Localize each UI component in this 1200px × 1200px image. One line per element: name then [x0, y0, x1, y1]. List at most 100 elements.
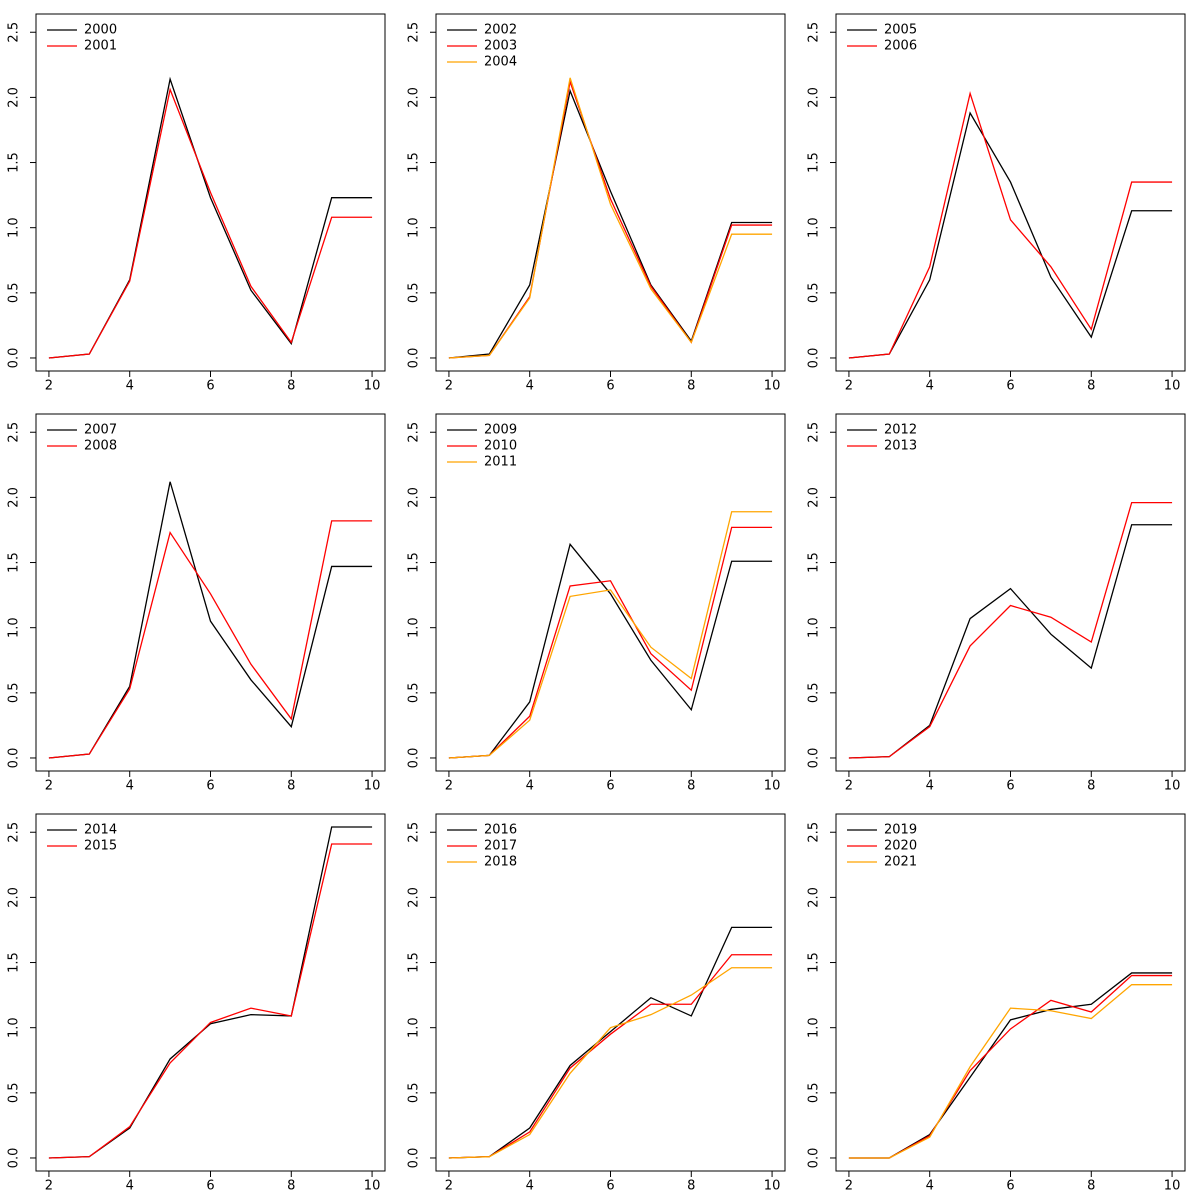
- legend-label: 2016: [484, 823, 517, 838]
- y-tick-label: 1.0: [807, 217, 822, 238]
- x-tick-label: 10: [1164, 379, 1181, 394]
- x-tick-label: 10: [764, 1179, 781, 1194]
- legend-label: 2012: [884, 423, 917, 438]
- x-tick-label: 8: [687, 1179, 695, 1194]
- x-tick-label: 8: [1087, 1179, 1095, 1194]
- series-line: [48, 76, 373, 359]
- x-tick-label: 8: [287, 379, 295, 394]
- x-tick-label: 8: [287, 779, 295, 794]
- y-tick-label: 2.0: [807, 487, 822, 508]
- series-line: [448, 542, 773, 759]
- y-tick-label: 1.5: [407, 152, 422, 173]
- y-tick-label: 2.5: [7, 422, 22, 443]
- legend-label: 2008: [84, 439, 117, 454]
- y-tick-label: 2.5: [7, 22, 22, 43]
- legend-label: 2010: [484, 439, 517, 454]
- legend-label: 2014: [84, 823, 117, 838]
- y-tick-label: 2.0: [807, 887, 822, 908]
- x-tick-label: 6: [206, 779, 214, 794]
- y-tick-label: 1.0: [7, 1017, 22, 1038]
- series-line: [48, 843, 373, 1159]
- legend-label: 2020: [884, 839, 917, 854]
- legend-label: 2013: [884, 439, 917, 454]
- series-line: [48, 481, 373, 759]
- x-tick-label: 10: [764, 379, 781, 394]
- y-tick-label: 0.0: [7, 1148, 22, 1169]
- y-tick-label: 1.5: [407, 952, 422, 973]
- series-line: [448, 954, 773, 1159]
- y-tick-label: 2.0: [7, 87, 22, 108]
- x-tick-label: 6: [606, 379, 614, 394]
- y-tick-label: 0.0: [7, 348, 22, 369]
- y-tick-label: 2.0: [407, 887, 422, 908]
- x-tick-label: 4: [926, 379, 934, 394]
- x-tick-label: 10: [364, 379, 381, 394]
- x-tick-label: 6: [206, 379, 214, 394]
- y-tick-label: 0.5: [7, 1082, 22, 1103]
- y-tick-label: 1.0: [807, 1017, 822, 1038]
- x-tick-label: 6: [606, 779, 614, 794]
- series-line: [448, 77, 773, 359]
- legend-label: 2006: [884, 39, 917, 54]
- y-tick-label: 2.5: [407, 422, 422, 443]
- x-tick-label: 8: [287, 1179, 295, 1194]
- y-tick-label: 0.5: [407, 282, 422, 303]
- y-tick-label: 1.0: [7, 617, 22, 638]
- series-line: [448, 511, 773, 759]
- y-tick-label: 1.5: [807, 552, 822, 573]
- series-line: [48, 87, 373, 359]
- series-line: [848, 111, 1173, 359]
- x-tick-label: 10: [364, 779, 381, 794]
- y-tick-label: 2.0: [807, 87, 822, 108]
- x-tick-label: 4: [126, 779, 134, 794]
- y-tick-label: 0.0: [407, 1148, 422, 1169]
- series-line: [848, 974, 1173, 1159]
- x-tick-label: 6: [206, 1179, 214, 1194]
- x-tick-label: 2: [445, 1179, 453, 1194]
- x-tick-label: 10: [364, 1179, 381, 1194]
- x-tick-label: 6: [1006, 779, 1014, 794]
- x-tick-label: 4: [126, 379, 134, 394]
- y-tick-label: 2.0: [407, 87, 422, 108]
- x-tick-label: 2: [45, 779, 53, 794]
- legend-label: 2017: [484, 839, 517, 854]
- legend-label: 2003: [484, 39, 517, 54]
- x-tick-label: 2: [845, 779, 853, 794]
- y-tick-label: 0.5: [7, 682, 22, 703]
- y-tick-label: 2.0: [407, 487, 422, 508]
- y-tick-label: 0.5: [7, 282, 22, 303]
- series-line: [848, 984, 1173, 1159]
- x-tick-label: 2: [45, 1179, 53, 1194]
- series-line: [448, 967, 773, 1159]
- legend-label: 2021: [884, 855, 917, 870]
- legend-label: 2004: [484, 55, 517, 70]
- series-line: [848, 91, 1173, 359]
- legend-label: 2005: [884, 23, 917, 38]
- y-tick-label: 1.5: [7, 152, 22, 173]
- series-line: [448, 79, 773, 359]
- plot-frame: [35, 413, 386, 772]
- plot-frame: [35, 813, 386, 1172]
- x-tick-label: 4: [526, 779, 534, 794]
- series-line: [448, 88, 773, 359]
- y-tick-label: 0.5: [807, 682, 822, 703]
- x-tick-label: 10: [1164, 1179, 1181, 1194]
- y-tick-label: 1.0: [407, 217, 422, 238]
- series-line: [848, 972, 1173, 1159]
- y-tick-label: 0.5: [407, 682, 422, 703]
- x-tick-label: 10: [1164, 779, 1181, 794]
- y-tick-label: 1.0: [7, 217, 22, 238]
- y-tick-label: 0.0: [7, 748, 22, 769]
- y-tick-label: 2.5: [807, 22, 822, 43]
- x-tick-label: 8: [687, 379, 695, 394]
- x-tick-label: 4: [526, 1179, 534, 1194]
- x-tick-label: 4: [526, 379, 534, 394]
- y-tick-label: 2.5: [807, 822, 822, 843]
- y-tick-label: 1.0: [807, 617, 822, 638]
- y-tick-label: 1.5: [807, 952, 822, 973]
- x-tick-label: 6: [606, 1179, 614, 1194]
